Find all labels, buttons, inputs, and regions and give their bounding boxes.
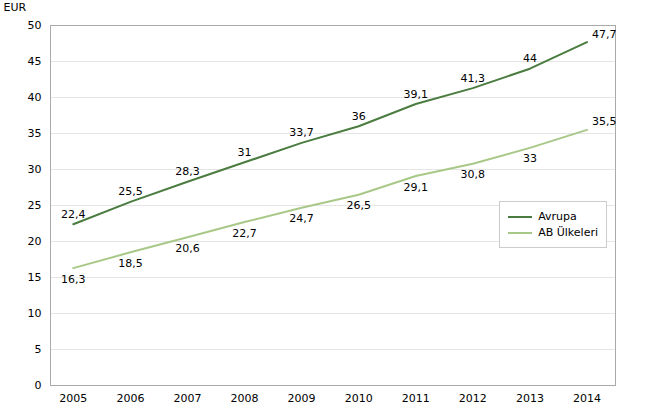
svg-text:10: 10 xyxy=(28,307,42,320)
svg-text:16,3: 16,3 xyxy=(61,273,86,286)
svg-text:20,6: 20,6 xyxy=(175,242,200,255)
svg-text:2014: 2014 xyxy=(573,392,601,405)
svg-text:2011: 2011 xyxy=(402,392,430,405)
svg-text:50: 50 xyxy=(28,19,42,32)
svg-text:30,8: 30,8 xyxy=(461,168,486,181)
svg-text:2006: 2006 xyxy=(116,392,144,405)
svg-text:31: 31 xyxy=(238,146,252,159)
svg-text:2009: 2009 xyxy=(288,392,316,405)
svg-text:26,5: 26,5 xyxy=(346,199,371,212)
html-text:Avrupa: Avrupa xyxy=(538,210,577,223)
svg-text:2005: 2005 xyxy=(59,392,87,405)
svg-text:20: 20 xyxy=(28,235,42,248)
svg-text:25,5: 25,5 xyxy=(118,185,143,198)
svg-text:41,3: 41,3 xyxy=(461,72,486,85)
svg-text:2013: 2013 xyxy=(516,392,544,405)
svg-text:2012: 2012 xyxy=(459,392,487,405)
svg-text:35,5: 35,5 xyxy=(592,115,617,128)
svg-text:5: 5 xyxy=(35,343,42,356)
svg-text:18,5: 18,5 xyxy=(118,257,143,270)
svg-text:15: 15 xyxy=(28,271,42,284)
svg-text:2010: 2010 xyxy=(345,392,373,405)
svg-text:36: 36 xyxy=(352,110,366,123)
svg-text:2008: 2008 xyxy=(231,392,259,405)
svg-text:45: 45 xyxy=(28,55,42,68)
svg-text:47,7: 47,7 xyxy=(592,28,617,41)
svg-text:24,7: 24,7 xyxy=(289,212,314,225)
svg-text:22,7: 22,7 xyxy=(232,227,257,240)
svg-text:2007: 2007 xyxy=(173,392,201,405)
svg-text:30: 30 xyxy=(28,163,42,176)
svg-text:25: 25 xyxy=(28,199,42,212)
svg-text:39,1: 39,1 xyxy=(404,88,429,101)
svg-text:EUR: EUR xyxy=(4,1,27,14)
svg-text:35: 35 xyxy=(28,127,42,140)
svg-text:29,1: 29,1 xyxy=(404,181,429,194)
svg-text:0: 0 xyxy=(35,379,42,392)
svg-text:22,4: 22,4 xyxy=(61,208,86,221)
svg-text:28,3: 28,3 xyxy=(175,165,200,178)
svg-text:33: 33 xyxy=(523,152,537,165)
svg-text:44: 44 xyxy=(523,52,537,65)
svg-text:33,7: 33,7 xyxy=(289,126,314,139)
html-text:AB Ülkeleri: AB Ülkeleri xyxy=(538,226,598,239)
svg-text:40: 40 xyxy=(28,91,42,104)
